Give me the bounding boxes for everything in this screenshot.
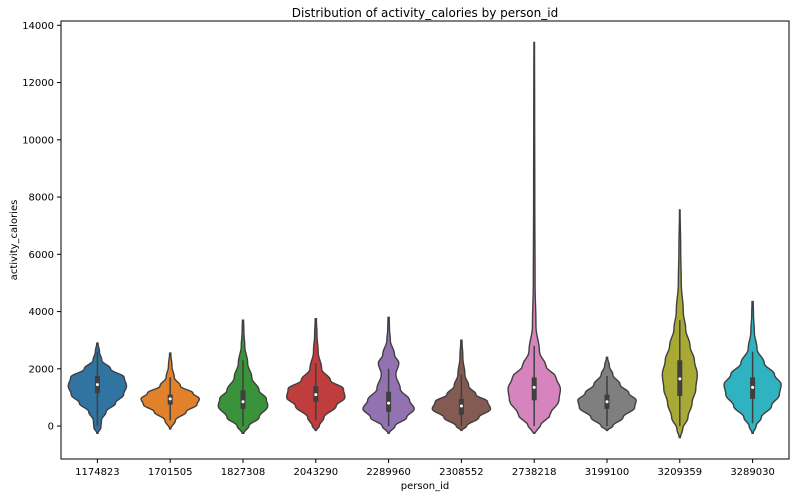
y-tick-label: 10000 (22, 135, 54, 146)
x-tick-label: 2043290 (294, 467, 339, 478)
violin-median (678, 377, 682, 381)
x-axis-label: person_id (401, 481, 449, 492)
violin-body (507, 41, 562, 434)
violin-3209359 (661, 209, 698, 439)
y-tick-label: 14000 (22, 21, 54, 32)
violin-2043290 (285, 318, 346, 432)
axes-group (60, 20, 790, 460)
violin-iqr-box (240, 390, 246, 409)
chart-title: Distribution of activity_calories by per… (292, 6, 558, 20)
violin-3199100 (577, 356, 637, 432)
x-tick-label: 3209359 (658, 467, 703, 478)
axes-frame (60, 20, 790, 460)
x-tick-label: 1701505 (148, 467, 193, 478)
x-tick-label: 2308552 (439, 467, 484, 478)
y-tick-label: 4000 (29, 307, 54, 318)
y-tick-label: 12000 (22, 78, 54, 89)
x-tick-label: 1827308 (221, 467, 266, 478)
x-tick-label: 2289960 (366, 467, 411, 478)
violin-median (459, 404, 463, 408)
x-axis-ticks: 1174823 1701505 1827308 2043290 2289960 23085… (75, 459, 775, 478)
x-tick-label: 2738218 (512, 467, 557, 478)
y-tick-label: 2000 (29, 364, 54, 375)
x-tick-label: 3199100 (585, 467, 630, 478)
violin-1827308 (217, 319, 269, 434)
violin-median (387, 401, 391, 405)
y-tick-label: 0 (48, 422, 54, 433)
violin-2289960 (362, 316, 415, 434)
x-tick-label: 3289030 (730, 467, 775, 478)
y-axis-label: activity_calories (9, 200, 20, 281)
y-tick-label: 8000 (29, 193, 54, 204)
x-tick-label: 1174823 (75, 467, 120, 478)
violin-median (751, 385, 755, 389)
violin-median (532, 385, 536, 389)
violin-median (314, 393, 318, 397)
violins-group (67, 41, 782, 439)
violin-2738218 (507, 41, 562, 434)
violin-1174823 (67, 342, 128, 434)
violin-3289030 (723, 300, 782, 434)
y-tick-label: 6000 (29, 250, 54, 261)
violin-median (241, 400, 245, 404)
violin-median (605, 400, 609, 404)
violin-1701505 (140, 352, 201, 430)
violin-median (168, 397, 172, 401)
y-axis-ticks: 0 2000 4000 6000 8000 10000 12000 14000 (22, 21, 61, 433)
violin-median (95, 383, 99, 387)
violin-2308552 (431, 339, 492, 432)
